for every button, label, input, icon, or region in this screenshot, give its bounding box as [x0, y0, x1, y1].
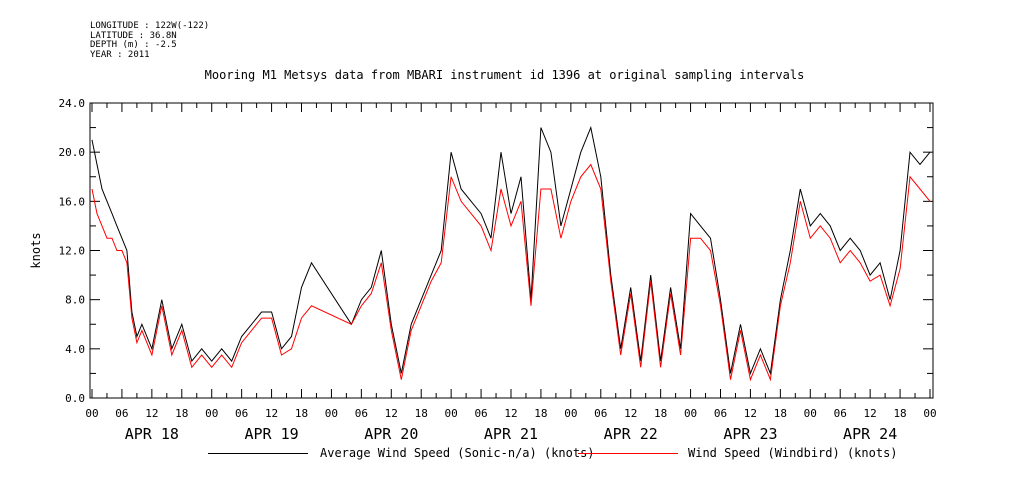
- x-hour-label: 00: [684, 407, 697, 420]
- x-hour-label: 00: [205, 407, 218, 420]
- x-hour-label: 18: [295, 407, 308, 420]
- x-hour-label: 12: [624, 407, 637, 420]
- x-hour-label: 12: [504, 407, 517, 420]
- depth-label: DEPTH (m) : -2.5: [90, 40, 177, 50]
- x-hour-label: 12: [864, 407, 877, 420]
- x-hour-label: 12: [385, 407, 398, 420]
- legend-label-sonic: Average Wind Speed (Sonic-n/a) (knots): [320, 446, 595, 460]
- x-hour-label: 06: [235, 407, 248, 420]
- x-hour-label: 00: [85, 407, 98, 420]
- x-hour-label: 00: [325, 407, 338, 420]
- y-tick-label: 12.0: [59, 245, 86, 258]
- x-hour-label: 00: [804, 407, 817, 420]
- y-tick-label: 24.0: [59, 97, 86, 110]
- legend-label-windbird: Wind Speed (Windbird) (knots): [688, 446, 898, 460]
- x-hour-label: 00: [923, 407, 936, 420]
- x-day-label: APR 21: [484, 425, 538, 443]
- x-hour-label: 12: [265, 407, 278, 420]
- y-tick-label: 8.0: [65, 294, 85, 307]
- x-hour-label: 18: [415, 407, 428, 420]
- x-hour-label: 12: [145, 407, 158, 420]
- chart-title: Mooring M1 Metsys data from MBARI instru…: [204, 68, 805, 82]
- longitude-label: LONGITUDE : 122W(-122): [90, 21, 210, 31]
- x-day-label: APR 24: [843, 425, 897, 443]
- y-tick-label: 16.0: [59, 195, 86, 208]
- legend: Average Wind Speed (Sonic-n/a) (knots) W…: [200, 446, 920, 464]
- x-hour-label: 06: [474, 407, 487, 420]
- x-hour-label: 00: [564, 407, 577, 420]
- series-line-windbird: [91, 163, 931, 382]
- legend-swatch-sonic: [208, 453, 308, 454]
- metadata-header: LONGITUDE : 122W(-122) LATITUDE : 36.8N …: [90, 21, 210, 60]
- x-hour-label: 18: [534, 407, 547, 420]
- x-hour-label: 06: [355, 407, 368, 420]
- x-day-label: APR 19: [244, 425, 298, 443]
- x-hour-label: 06: [714, 407, 727, 420]
- x-hour-label: 06: [115, 407, 128, 420]
- x-hour-label: 18: [893, 407, 906, 420]
- y-axis-label: knots: [29, 232, 43, 268]
- latitude-label: LATITUDE : 36.8N: [90, 30, 177, 41]
- series-line-sonic: [91, 125, 931, 376]
- y-tick-label: 20.0: [59, 146, 86, 159]
- x-hour-label: 06: [594, 407, 607, 420]
- x-day-label: APR 20: [364, 425, 418, 443]
- x-hour-label: 18: [175, 407, 188, 420]
- x-day-label: APR 23: [723, 425, 777, 443]
- x-hour-label: 06: [834, 407, 847, 420]
- x-day-label: APR 22: [604, 425, 658, 443]
- y-tick-label: 0.0: [65, 392, 85, 405]
- x-hour-label: 18: [774, 407, 787, 420]
- year-label: YEAR : 2011: [90, 49, 150, 60]
- plot-frame: [89, 102, 934, 399]
- x-day-label: APR 18: [125, 425, 179, 443]
- x-hour-label: 12: [744, 407, 757, 420]
- legend-swatch-windbird: [578, 453, 678, 454]
- x-hour-label: 00: [445, 407, 458, 420]
- x-hour-label: 18: [654, 407, 667, 420]
- y-tick-label: 4.0: [65, 343, 85, 356]
